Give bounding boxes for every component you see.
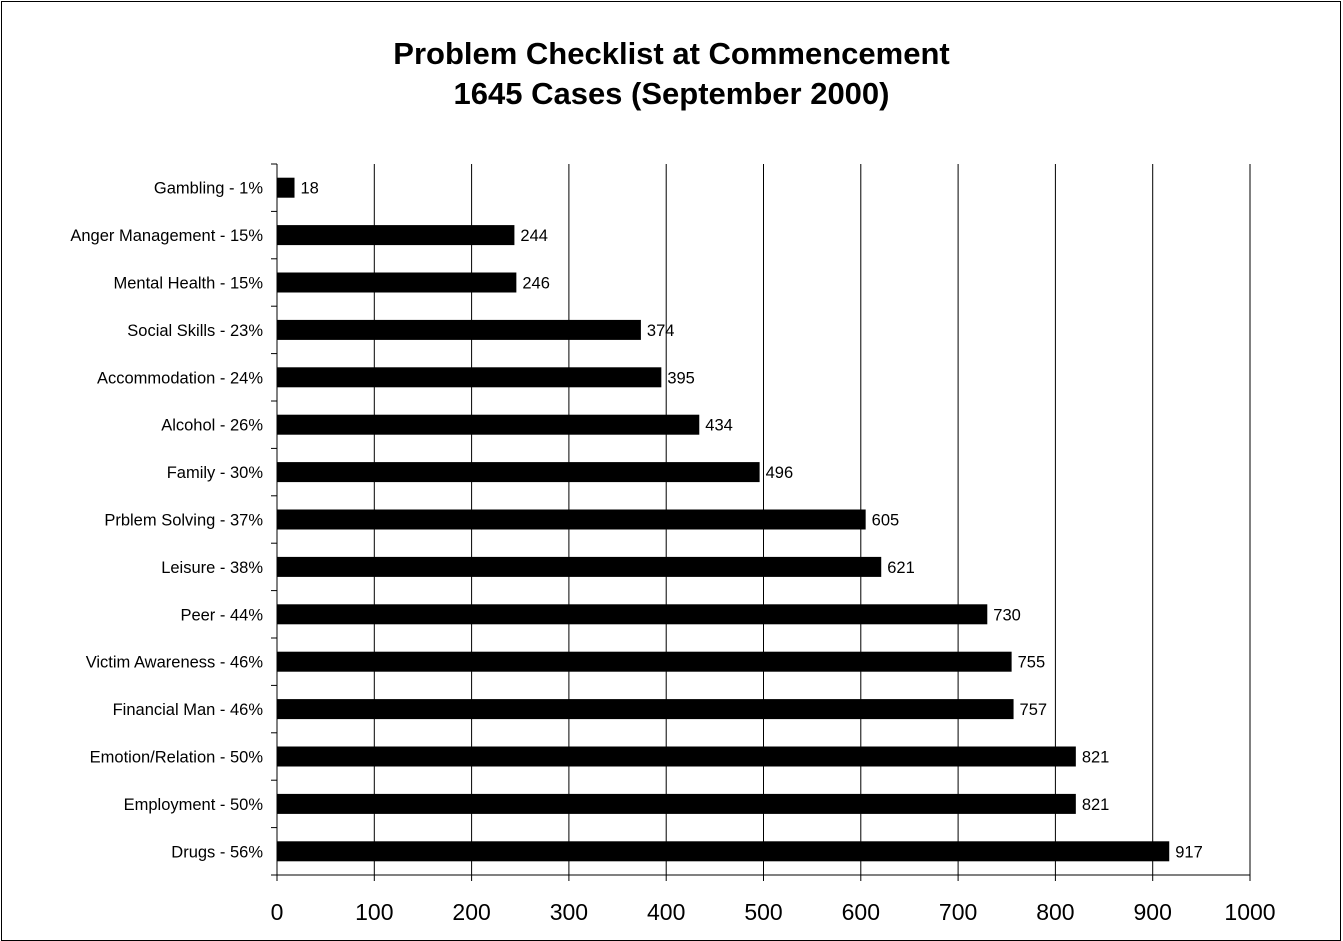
category-label: Drugs - 56% bbox=[171, 843, 263, 861]
bar-value-label: 755 bbox=[1018, 654, 1046, 672]
bar bbox=[277, 319, 641, 340]
category-label: Social Skills - 23% bbox=[127, 322, 263, 340]
bar bbox=[277, 509, 866, 530]
category-label: Peer - 44% bbox=[180, 606, 263, 624]
x-tick-label: 600 bbox=[842, 899, 880, 925]
category-label: Anger Management - 15% bbox=[70, 227, 263, 245]
x-tick-label: 800 bbox=[1036, 899, 1074, 925]
bar-value-label: 374 bbox=[647, 322, 675, 340]
bar-value-label: 18 bbox=[301, 180, 319, 198]
bar bbox=[277, 367, 662, 388]
bar bbox=[277, 651, 1012, 672]
bar bbox=[277, 225, 515, 246]
bar-value-label: 917 bbox=[1175, 843, 1203, 861]
bar bbox=[277, 699, 1014, 720]
category-label: Gambling - 1% bbox=[154, 180, 263, 198]
chart-title-line-2: 1645 Cases (September 2000) bbox=[453, 76, 890, 111]
bar bbox=[277, 556, 882, 577]
category-label: Family - 30% bbox=[167, 464, 264, 482]
bar-value-label: 496 bbox=[766, 464, 794, 482]
bar bbox=[277, 414, 700, 435]
bar-value-label: 757 bbox=[1020, 701, 1048, 719]
x-tick-label: 300 bbox=[550, 899, 588, 925]
bar bbox=[277, 177, 295, 198]
bar-value-label: 244 bbox=[520, 227, 548, 245]
category-label: Prblem Solving - 37% bbox=[104, 512, 263, 530]
bar bbox=[277, 793, 1076, 814]
category-label: Alcohol - 26% bbox=[161, 417, 263, 435]
bar-value-label: 821 bbox=[1082, 796, 1110, 814]
category-label: Emotion/Relation - 50% bbox=[90, 749, 264, 767]
bar-value-label: 621 bbox=[887, 559, 915, 577]
bar bbox=[277, 604, 988, 625]
bar bbox=[277, 462, 760, 483]
bar-value-label: 821 bbox=[1082, 749, 1110, 767]
category-label: Victim Awareness - 46% bbox=[86, 654, 264, 672]
bar-value-label: 246 bbox=[522, 275, 550, 293]
bar-value-label: 395 bbox=[667, 369, 695, 387]
x-tick-label: 700 bbox=[939, 899, 977, 925]
x-tick-label: 400 bbox=[647, 899, 685, 925]
bar bbox=[277, 272, 517, 293]
category-label: Employment - 50% bbox=[124, 796, 264, 814]
bar bbox=[277, 841, 1170, 862]
bar-value-label: 730 bbox=[993, 606, 1021, 624]
x-tick-label: 0 bbox=[271, 899, 284, 925]
category-label: Mental Health - 15% bbox=[114, 275, 264, 293]
category-label: Accommodation - 24% bbox=[97, 369, 263, 387]
category-label: Leisure - 38% bbox=[161, 559, 263, 577]
x-tick-label: 900 bbox=[1134, 899, 1172, 925]
x-tick-label: 100 bbox=[355, 899, 393, 925]
bar-value-label: 434 bbox=[705, 417, 733, 435]
chart-title: Problem Checklist at Commencement 1645 C… bbox=[0, 34, 1343, 114]
bar-value-label: 605 bbox=[872, 512, 900, 530]
x-tick-label: 500 bbox=[744, 899, 782, 925]
bars bbox=[277, 177, 1170, 862]
labels: 0 100 200 300 400 500 600 700 800 900 1000 Gambling… bbox=[70, 180, 1275, 925]
x-tick-label: 1000 bbox=[1224, 899, 1275, 925]
chart-title-line-1: Problem Checklist at Commencement bbox=[393, 36, 950, 71]
axes bbox=[271, 163, 1251, 881]
category-label: Financial Man - 46% bbox=[113, 701, 264, 719]
x-tick-label: 200 bbox=[452, 899, 490, 925]
bar bbox=[277, 746, 1076, 767]
